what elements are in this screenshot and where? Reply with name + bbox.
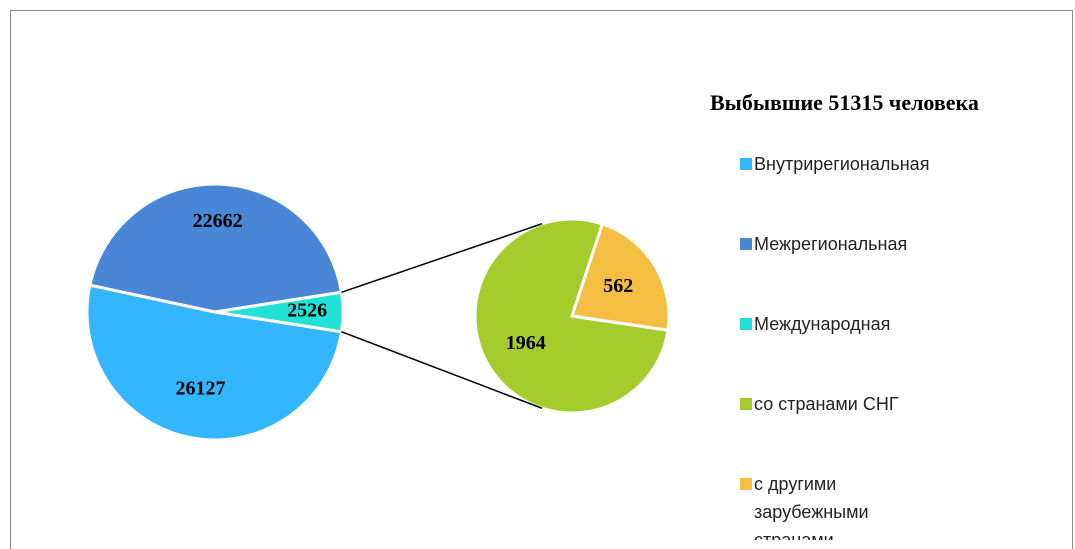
chart-title: Выбывшие 51315 человека [710,90,979,115]
legend-swatch [740,398,752,410]
pie-slice [214,290,345,334]
legend-swatch [740,238,752,250]
data-label: 1964 [506,332,546,354]
legend-item: со странами СНГ [754,394,899,414]
data-label: 26127 [176,378,226,400]
legend-label: Межрегиональная [754,234,908,254]
connector-line [341,331,543,409]
legend-label: Международная [754,314,891,334]
data-label: 2526 [287,300,327,322]
legend-item: Межрегиональная [754,234,908,254]
data-label: 562 [603,275,633,297]
pie-slice [88,182,344,314]
pie-slice [570,222,671,332]
legend-swatch [740,478,752,490]
legend-label: Внутрирегиональная [754,154,930,174]
data-label: 22662 [193,210,243,232]
legend-swatch [740,318,752,330]
legend-item: с другими зарубежными странами [754,474,869,540]
frame [10,10,1073,549]
legend-item: Международная [754,314,891,334]
connector-line [341,223,543,293]
legend-label: со странами СНГ [754,394,899,414]
legend-label: с другими зарубежными странами [754,474,869,540]
pie-slice [85,283,344,442]
legend-swatch [740,158,752,170]
legend-item: Внутрирегиональная [754,154,930,174]
